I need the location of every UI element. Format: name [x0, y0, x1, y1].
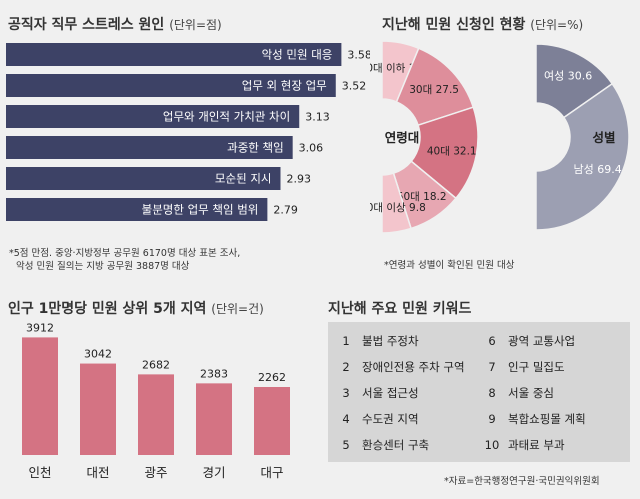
stress-chart-title: 공직자 직무 스트레스 원인 (단위=점) [8, 14, 222, 34]
stress-bar-5 [6, 167, 281, 190]
region-bar-3 [138, 374, 174, 455]
stress-bar-1 [6, 43, 342, 66]
keyword-rank: 9 [488, 412, 496, 426]
stress-bar-2 [6, 74, 336, 97]
age-slice-label-5: 60대 이상 9.8 [370, 202, 426, 214]
stress-bar-label-4: 과중한 책임 [227, 141, 284, 155]
keyword-row-8: 8 서울 중심 [482, 380, 626, 406]
region-chart-title: 인구 1만명당 민원 상위 5개 지역 (단위=건) [8, 298, 264, 318]
region-bar-value-5: 2262 [258, 371, 286, 384]
region-bar-2 [80, 363, 116, 455]
keyword-row-1: 1 불법 주정차 [336, 328, 480, 354]
stress-bar-value-5: 2.93 [286, 173, 311, 186]
keyword-text: 환승센터 구축 [362, 438, 430, 452]
age-slice-label-3: 40대 32.1 [427, 145, 477, 157]
region-bar-value-1: 3912 [26, 321, 54, 334]
region-bar-1 [22, 337, 58, 455]
stress-bar-value-4: 3.06 [299, 142, 324, 155]
keyword-rank: 8 [488, 386, 496, 400]
region-bar-value-4: 2383 [200, 367, 228, 380]
keyword-row-6: 6 광역 교통사업 [482, 328, 626, 354]
stress-note-line-1: *5점 만점. 중앙·지방정부 공무원 6170명 대상 표본 조사, [9, 248, 241, 259]
gender-slice-1 [535, 43, 614, 119]
keyword-text: 과태료 부과 [508, 438, 565, 452]
stress-notes: *5점 만점. 중앙·지방정부 공무원 6170명 대상 표본 조사, 악성 민… [9, 247, 240, 273]
stress-bar-label-1: 악성 민원 대응 [262, 48, 333, 62]
region-bar-category-3: 광주 [144, 465, 167, 480]
region-bar-category-5: 대구 [260, 465, 283, 480]
region-bar-4 [196, 383, 232, 455]
source-note: *자료=한국행정연구원·국민권익위원회 [444, 476, 600, 487]
gender-slice-label-1: 여성 30.6 [544, 69, 592, 82]
gender-chart-center-label: 성별 [592, 130, 615, 145]
keyword-row-10: 10 과태료 부과 [482, 432, 626, 458]
keyword-row-7: 7 인구 밀집도 [482, 354, 626, 380]
keyword-rank: 4 [342, 412, 350, 426]
region-title-text: 인구 1만명당 민원 상위 5개 지역 [8, 301, 207, 317]
keyword-row-4: 4 수도권 지역 [336, 406, 480, 432]
stress-bar-label-5: 모순된 지시 [215, 172, 272, 186]
keyword-column-right: 6 광역 교통사업 7 인구 밀집도 8 서울 중심 9 복합쇼핑몰 계획 10 과태료 부과 [482, 328, 626, 458]
keyword-text: 수도권 지역 [362, 412, 419, 426]
applicant-note: *연령과 성별이 확인된 민원 대상 [384, 260, 515, 271]
stress-bar-value-2: 3.52 [342, 80, 367, 93]
stress-bar-label-3: 업무와 개인적 가치관 차이 [163, 110, 290, 124]
keyword-table: 1 불법 주정차 2 장애인전용 주차 구역 3 서울 접근성 4 수도권 지역 5 환승센터 구… [328, 322, 630, 462]
keyword-text: 인구 밀집도 [508, 360, 565, 374]
region-bar-value-3: 2682 [142, 358, 170, 371]
stress-bar-value-6: 2.79 [273, 204, 298, 217]
keyword-rank: 7 [488, 360, 496, 374]
keyword-rank: 2 [342, 360, 350, 374]
keyword-rank: 3 [342, 386, 350, 400]
stress-bar-chart: 악성 민원 대응 3.58 업무 외 현장 업무 3.52 업무와 개인적 가치관 차이… [6, 43, 370, 221]
keyword-text: 불법 주정차 [362, 334, 419, 348]
keyword-row-9: 9 복합쇼핑몰 계획 [482, 406, 626, 432]
region-bar-category-2: 대전 [86, 465, 109, 480]
stress-bar-value-1: 3.58 [347, 49, 370, 62]
stress-bar-value-3: 3.13 [305, 111, 330, 124]
keyword-rank: 1 [342, 334, 350, 348]
applicant-unit: (단위=%) [530, 18, 584, 32]
age-slice-5 [381, 172, 413, 234]
stress-title-text: 공직자 직무 스트레스 원인 [8, 17, 165, 33]
keyword-text: 복합쇼핑몰 계획 [508, 412, 586, 426]
stress-bar-6 [6, 198, 268, 221]
stress-bar-label-2: 업무 외 현장 업무 [242, 79, 327, 93]
stress-bar-4 [6, 136, 293, 159]
age-slice-label-4: 50대 18.2 [397, 191, 447, 203]
stress-bar-3 [6, 105, 300, 128]
keyword-row-5: 5 환승센터 구축 [336, 432, 480, 458]
gender-slice-label-2: 남성 69.4 [574, 163, 622, 176]
region-bar-category-4: 경기 [202, 465, 225, 480]
age-chart-center-label: 연령대 [385, 130, 420, 145]
keyword-row-3: 3 서울 접근성 [336, 380, 480, 406]
age-slice-label-2: 30대 27.5 [409, 84, 459, 96]
keyword-text: 서울 중심 [508, 386, 554, 400]
keyword-table-title: 지난해 주요 민원 키워드 [328, 301, 472, 317]
applicant-chart-title: 지난해 민원 신청인 현황 (단위=%) [382, 14, 583, 34]
keyword-text: 장애인전용 주차 구역 [362, 360, 465, 374]
stress-note-line-2: 악성 민원 질의는 지방 공무원 3887명 대상 [16, 261, 190, 272]
keyword-row-2: 2 장애인전용 주차 구역 [336, 354, 480, 380]
region-bar-5 [254, 387, 290, 455]
applicant-title-text: 지난해 민원 신청인 현황 [382, 17, 526, 33]
keyword-rank: 5 [342, 438, 350, 452]
region-unit: (단위=건) [211, 302, 264, 316]
stress-unit: (단위=점) [169, 18, 222, 32]
keyword-rank: 10 [484, 438, 500, 452]
gender-slice-2 [535, 82, 630, 231]
region-bar-chart: 3912 인천 3042 대전 2682 광주 2383 경기 2262 대구 [22, 321, 290, 480]
keyword-text: 서울 접근성 [362, 386, 419, 400]
keyword-column-left: 1 불법 주정차 2 장애인전용 주차 구역 3 서울 접근성 4 수도권 지역 5 환승센터 구… [336, 328, 480, 458]
stress-bar-label-6: 불분명한 업무 책임 범위 [142, 203, 259, 217]
region-bar-category-1: 인천 [28, 465, 51, 480]
region-bar-value-2: 3042 [84, 348, 112, 361]
keyword-text: 광역 교통사업 [508, 334, 576, 348]
keyword-rank: 6 [488, 334, 496, 348]
